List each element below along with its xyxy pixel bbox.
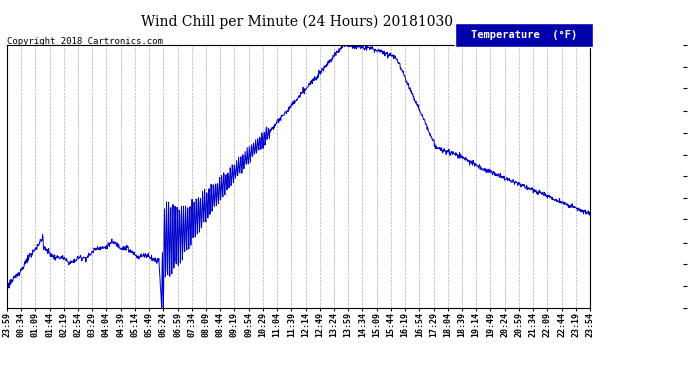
Text: Copyright 2018 Cartronics.com: Copyright 2018 Cartronics.com bbox=[7, 38, 163, 46]
Text: Temperature  (°F): Temperature (°F) bbox=[471, 30, 578, 40]
Text: Wind Chill per Minute (24 Hours) 20181030: Wind Chill per Minute (24 Hours) 2018103… bbox=[141, 15, 453, 29]
